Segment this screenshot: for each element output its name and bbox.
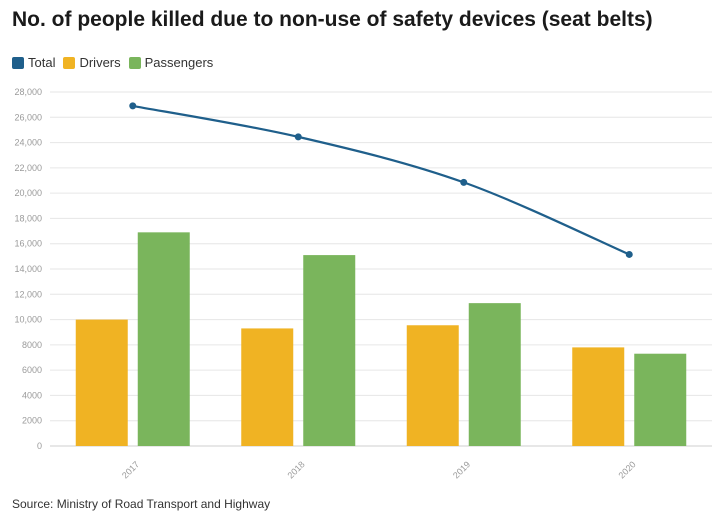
chart-legend: Total Drivers Passengers [12,55,221,70]
legend-item-passengers: Passengers [128,55,214,70]
bar-passengers-2020 [634,353,687,446]
bar-passengers-2017 [137,232,190,446]
chart-area: 0 2000 4000 6000 8000 10,000 12,000 14,000 16,00… [14,87,712,480]
y-tick-label: 12,000 [14,289,42,299]
legend-label-total: Total [28,55,56,70]
y-tick-label: 22,000 [14,163,42,173]
y-tick-label: 18,000 [14,213,42,223]
point-total-2020 [625,250,633,258]
bar-drivers-2017 [75,319,128,446]
y-tick-label: 26,000 [14,112,42,122]
y-tick-label: 16,000 [14,239,42,249]
y-tick-label: 2000 [22,416,42,426]
y-tick-label: 24,000 [14,138,42,148]
point-total-2019 [460,178,468,186]
y-tick-label: 10,000 [14,315,42,325]
x-tick-label: 2018 [286,459,307,480]
source-note: Source: Ministry of Road Transport and H… [12,497,271,511]
legend-item-drivers: Drivers [63,55,121,70]
legend-swatch-total [12,56,24,69]
bar-drivers-2020 [572,347,625,446]
bar-drivers-2018 [241,328,294,446]
x-tick-label: 2017 [120,459,141,480]
line-total [132,104,630,256]
x-tick-label: 2019 [451,459,472,480]
y-tick-label: 28,000 [14,87,42,97]
bar-passengers-2019 [468,303,521,446]
y-tick-label: 0 [37,441,42,451]
x-tick-label: 2020 [617,459,638,480]
legend-swatch-drivers [63,56,76,69]
chart-title: No. of people killed due to non-use of s… [12,8,653,31]
point-total-2018 [294,133,302,141]
y-tick-label: 6000 [22,365,42,375]
y-tick-label: 14,000 [14,264,42,274]
point-total-2017 [129,102,137,110]
legend-item-total: Total [12,55,55,70]
bar-drivers-2019 [406,325,459,446]
legend-label-drivers: Drivers [79,55,121,70]
y-tick-label: 20,000 [14,188,42,198]
legend-label-passengers: Passengers [144,55,214,70]
y-tick-label: 8000 [22,340,42,350]
y-tick-label: 4000 [22,390,42,400]
bar-passengers-2018 [303,255,356,446]
legend-swatch-passengers [128,56,141,69]
